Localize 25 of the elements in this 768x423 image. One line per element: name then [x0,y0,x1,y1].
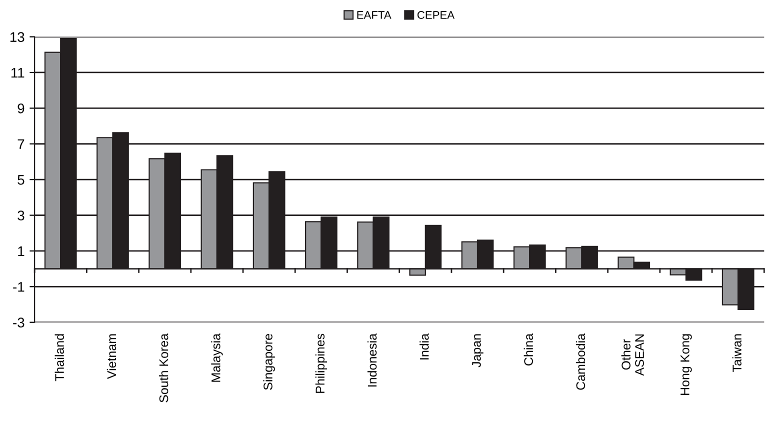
x-tick-label: Malaysia [211,333,223,382]
y-tick-label: -1 [13,282,24,292]
y-tick-label: 9 [18,104,24,114]
y-tick-label: -3 [13,318,24,328]
x-tick-label: Thailand [54,334,64,382]
x-tick-label: Indonesia [367,333,377,386]
y-tick-label: 3 [18,210,24,220]
y-tick-label: 5 [18,175,24,185]
x-tick-label: Taiwan [732,334,742,372]
x-tick-label: China [524,333,533,366]
x-tick-label: Other ASEAN [621,334,644,376]
legend-label: EAFTA [357,11,392,19]
x-tick-label: Japan [472,334,484,368]
y-tick-label: 1 [18,246,24,256]
y-tick-label: 7 [18,139,24,149]
x-tick-label: Cambodia [576,333,586,390]
y-tick-label: 11 [11,68,24,78]
x-tick-label: Singapore [263,334,275,390]
x-tick-label: Hong Kong [680,334,692,395]
y-tick-label: 13 [10,32,24,42]
x-tick-label: Vietnam [106,334,116,380]
legend-label: CEPEA [417,11,455,19]
x-tick-label: Philippines [315,334,328,393]
x-tick-label: India [420,333,429,360]
x-tick-label: South Korea [159,333,168,402]
